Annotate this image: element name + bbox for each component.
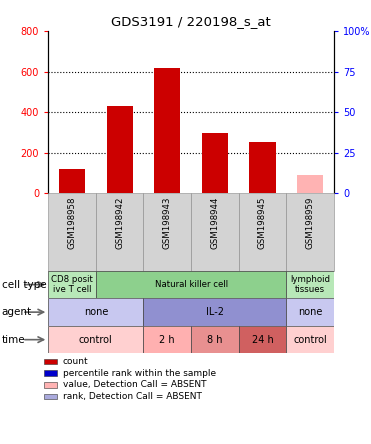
Bar (48, 193, 96, 271)
Text: control: control (79, 335, 113, 345)
Text: 8 h: 8 h (207, 335, 223, 345)
Bar (96, 193, 144, 271)
Text: Natural killer cell: Natural killer cell (154, 280, 228, 289)
Text: cell type: cell type (2, 280, 46, 289)
Text: CD8 posit
ive T cell: CD8 posit ive T cell (51, 275, 93, 294)
Bar (144, 298, 286, 326)
Text: none: none (83, 307, 108, 317)
Bar (44, 382, 57, 388)
Text: IL-2: IL-2 (206, 307, 224, 317)
Bar (44, 359, 57, 364)
Text: GSM198942: GSM198942 (115, 196, 124, 249)
Bar (59, 169, 85, 193)
Text: time: time (2, 335, 26, 345)
Text: GSM198958: GSM198958 (68, 196, 76, 249)
Bar (286, 271, 334, 298)
Text: count: count (63, 357, 88, 366)
Text: lymphoid
tissues: lymphoid tissues (290, 275, 330, 294)
Bar (44, 370, 57, 376)
Bar (191, 193, 239, 271)
Bar (286, 326, 334, 353)
Bar (191, 326, 239, 353)
Bar (144, 326, 191, 353)
Bar (48, 326, 144, 353)
Bar (239, 193, 286, 271)
Bar (44, 394, 57, 399)
Bar (286, 298, 334, 326)
Text: agent: agent (2, 307, 32, 317)
Text: 2 h: 2 h (160, 335, 175, 345)
Text: rank, Detection Call = ABSENT: rank, Detection Call = ABSENT (63, 392, 202, 401)
Text: 24 h: 24 h (252, 335, 273, 345)
Bar (48, 298, 144, 326)
Text: percentile rank within the sample: percentile rank within the sample (63, 369, 216, 378)
Bar (202, 133, 228, 193)
Text: GSM198945: GSM198945 (258, 196, 267, 249)
Bar (144, 193, 191, 271)
Bar (154, 67, 180, 193)
Bar (96, 271, 286, 298)
Text: none: none (298, 307, 322, 317)
Bar (106, 106, 133, 193)
Bar (48, 271, 96, 298)
Bar (249, 143, 276, 193)
Title: GDS3191 / 220198_s_at: GDS3191 / 220198_s_at (111, 16, 271, 28)
Bar (286, 193, 334, 271)
Text: GSM198943: GSM198943 (163, 196, 172, 249)
Bar (239, 326, 286, 353)
Text: GSM198959: GSM198959 (306, 196, 315, 249)
Text: value, Detection Call = ABSENT: value, Detection Call = ABSENT (63, 380, 206, 389)
Text: GSM198944: GSM198944 (210, 196, 219, 249)
Text: control: control (293, 335, 327, 345)
Bar (297, 175, 323, 193)
